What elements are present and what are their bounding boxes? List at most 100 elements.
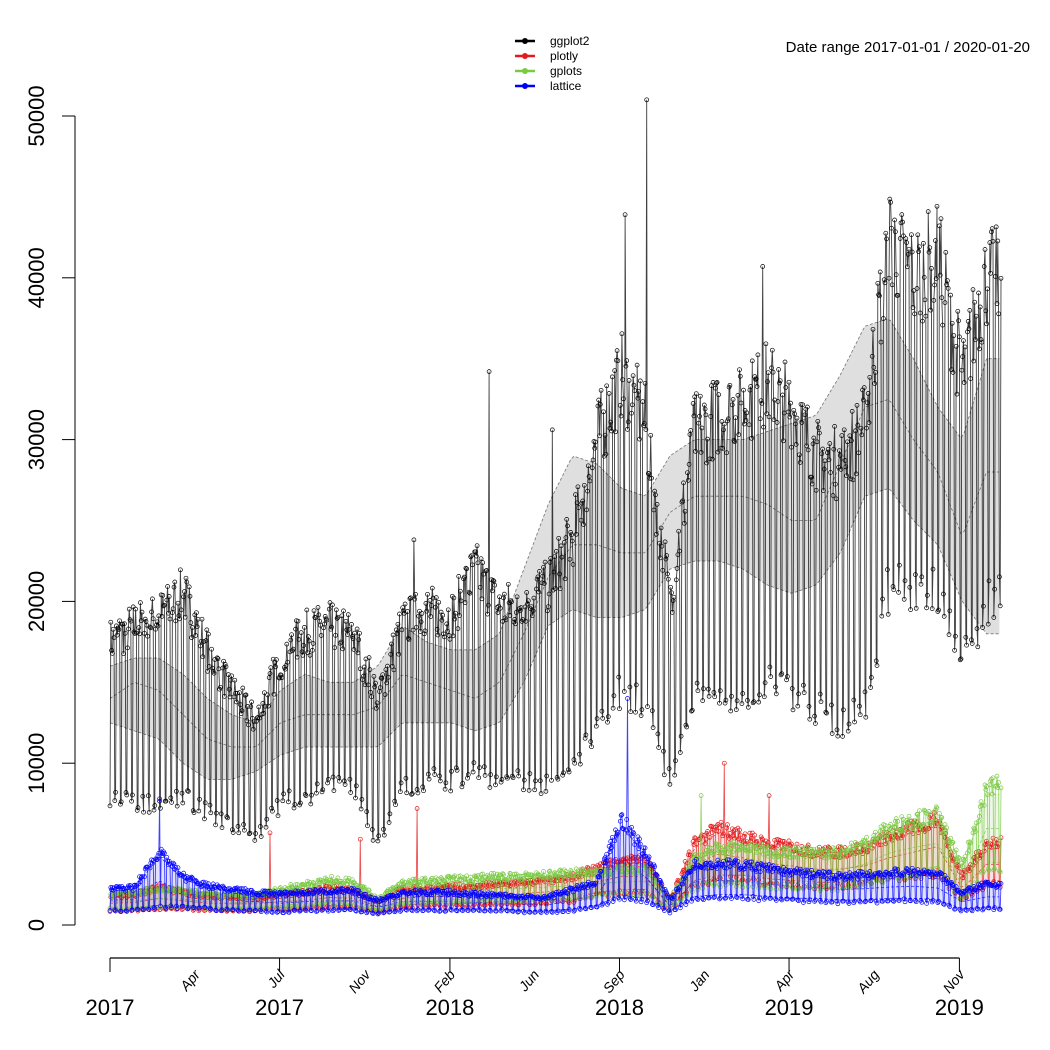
data-point-ggplot2 [562,576,568,582]
data-point-ggplot2 [716,392,722,397]
data-point-ggplot2 [712,694,718,700]
data-point-ggplot2 [961,380,967,385]
data-point-ggplot2 [758,398,764,404]
data-point-ggplot2 [226,672,231,677]
data-point-ggplot2 [278,672,284,678]
data-point-ggplot2 [488,772,494,777]
data-point-ggplot2 [170,606,176,612]
data-point-ggplot2 [793,442,799,447]
data-point-ggplot2 [260,701,266,706]
data-point-ggplot2 [480,560,486,565]
data-point-ggplot2 [561,540,567,545]
data-point-ggplot2 [669,610,675,615]
x-year-label: 2019 [935,995,984,1020]
data-point-ggplot2 [423,601,429,606]
data-point-ggplot2 [813,487,819,493]
legend-label: gplots [550,64,582,78]
data-point-ggplot2 [559,554,565,560]
data-point-ggplot2 [139,609,145,615]
data-point-ggplot2 [778,672,784,678]
data-point-ggplot2 [254,718,259,724]
data-point-ggplot2 [889,282,895,288]
data-point-ggplot2 [871,365,877,370]
data-point-ggplot2 [236,830,242,836]
x-month-label: Aug [853,966,882,996]
data-point-ggplot2 [194,610,199,616]
data-point-ggplot2 [462,600,468,605]
data-point-ggplot2 [540,573,546,579]
data-point-ggplot2 [560,772,566,778]
data-point-ggplot2 [697,413,702,419]
data-point-ggplot2 [357,630,362,636]
data-point-ggplot2 [598,387,604,393]
data-point-ggplot2 [142,630,147,636]
data-point-ggplot2 [439,617,445,623]
data-point-ggplot2 [737,373,743,379]
data-point-plotly [624,856,630,862]
data-point-ggplot2 [862,689,868,695]
data-point-ggplot2 [653,492,658,498]
data-point-ggplot2 [842,458,848,463]
data-point-ggplot2 [150,616,156,622]
data-point-ggplot2 [315,605,321,610]
data-point-ggplot2 [230,830,236,835]
data-point-ggplot2 [868,685,873,690]
data-point-ggplot2 [532,787,538,793]
data-point-ggplot2 [713,385,718,391]
data-point-ggplot2 [342,782,348,787]
data-point-ggplot2 [137,631,142,637]
data-point-ggplot2 [973,337,978,343]
data-point-ggplot2 [273,664,278,670]
data-point-ggplot2 [130,792,135,798]
data-point-ggplot2 [580,498,586,504]
data-point-ggplot2 [682,508,688,514]
data-point-ggplot2 [271,691,277,697]
data-point-ggplot2 [992,586,997,592]
data-point-ggplot2 [418,619,424,625]
data-point-ggplot2 [577,761,583,767]
data-point-ggplot2 [860,387,865,393]
data-point-ggplot2 [906,246,912,252]
data-point-ggplot2 [534,576,540,582]
data-point-ggplot2 [913,605,919,611]
data-point-ggplot2 [621,396,626,402]
data-point-ggplot2 [721,427,726,433]
data-point-ggplot2 [172,579,178,585]
data-point-ggplot2 [826,457,832,463]
data-point-ggplot2 [703,412,709,418]
data-point-ggplot2 [512,617,518,622]
data-point-ggplot2 [819,451,825,457]
data-point-ggplot2 [526,787,532,793]
data-point-ggplot2 [515,768,521,774]
data-point-ggplot2 [218,684,223,690]
data-point-ggplot2 [570,562,576,567]
band-line-gplots-mid [109,828,1000,907]
data-point-ggplot2 [976,290,981,296]
data-point-ggplot2 [985,621,991,627]
data-point-ggplot2 [292,801,298,807]
data-point-ggplot2 [816,425,821,431]
data-point-ggplot2 [166,594,172,599]
data-point-ggplot2 [110,651,115,656]
data-point-ggplot2 [581,522,586,527]
data-point-ggplot2 [733,707,739,712]
data-point-ggplot2 [597,433,602,439]
x-month-label: Nov [345,966,374,996]
data-point-ggplot2 [257,715,262,721]
data-point-ggplot2 [481,571,486,577]
data-point-ggplot2 [729,693,734,699]
data-point-ggplot2 [563,535,569,540]
data-point-ggplot2 [661,748,666,754]
data-point-ggplot2 [644,97,650,103]
data-point-ggplot2 [671,594,677,600]
data-point-ggplot2 [696,420,702,426]
data-point-ggplot2 [939,295,945,300]
data-point-ggplot2 [891,587,897,593]
data-point-ggplot2 [225,815,230,821]
data-point-ggplot2 [856,450,861,456]
data-point-ggplot2 [904,240,909,245]
data-point-ggplot2 [647,475,653,481]
data-point-ggplot2 [163,798,169,804]
data-point-ggplot2 [945,286,951,291]
data-point-ggplot2 [406,636,412,642]
